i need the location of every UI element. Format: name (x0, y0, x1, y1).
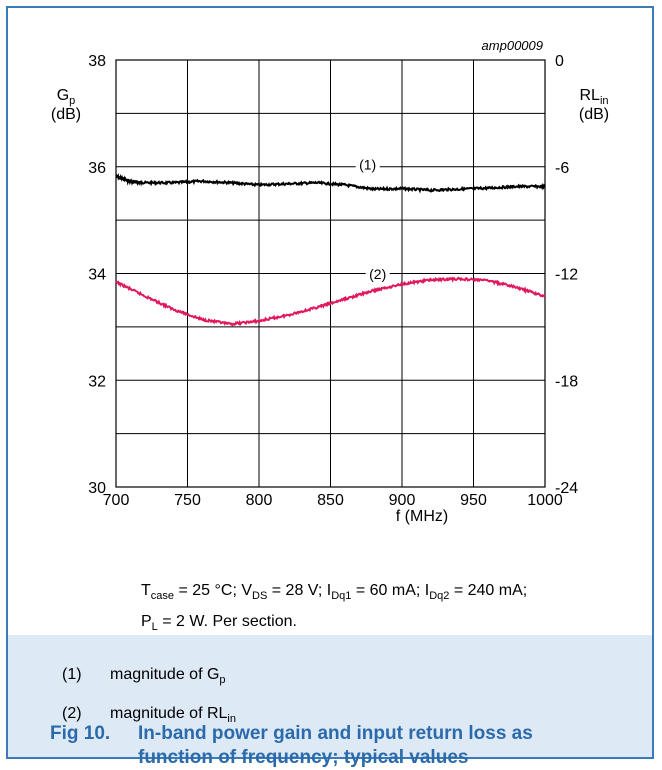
conditions-line-2: PL = 2 W. Per section. (141, 613, 297, 634)
y-left-tick-label: 36 (88, 160, 106, 177)
note-2: (2) magnitude of RLin (62, 697, 236, 736)
y-left-tick-label: 30 (88, 480, 106, 497)
series-line-1 (115, 172, 546, 194)
y-left-tick-label: 34 (88, 267, 106, 284)
y-left-tick-label: 32 (88, 373, 106, 390)
x-tick-label: 700 (103, 492, 130, 509)
y-right-tick-label: -18 (555, 373, 578, 390)
y-right-tick-label: 0 (555, 53, 564, 70)
series-label-background (365, 265, 390, 283)
x-tick-label: 750 (174, 492, 201, 509)
figure-id-label: amp00009 (482, 38, 543, 53)
x-axis-label: f (MHz) (396, 508, 448, 525)
y-left-unit: (dB) (51, 106, 81, 123)
series-label-1: (1) (359, 156, 376, 172)
x-tick-label: 1000 (527, 492, 563, 509)
note-text: magnitude of Gp (110, 666, 226, 687)
y-right-label: RLin (579, 87, 608, 107)
series-label-background (355, 156, 380, 174)
plot-border (115, 59, 546, 488)
note-number: (1) (62, 666, 82, 683)
x-tick-label: 800 (246, 492, 273, 509)
conditions-line-1: Tcase = 25 °C; VDS = 28 V; IDq1 = 60 mA;… (141, 582, 528, 603)
note-text: magnitude of RLin (110, 705, 236, 726)
test-conditions: Tcase = 25 °C; VDS = 28 V; IDq1 = 60 mA;… (141, 578, 651, 640)
figure-caption: Fig 10. In-band power gain and input retu… (50, 722, 650, 770)
x-tick-label: 950 (460, 492, 487, 509)
caption-line-2: function of frequency; typical values (138, 747, 469, 768)
y-left-tick-label: 38 (88, 53, 106, 70)
y-left-label: Gp (57, 87, 76, 107)
note-number: (2) (62, 705, 82, 723)
chart: (1) (2) 30 32 34 36 38 -24 -18 -12 -6 0 700 750 800 850… (51, 38, 609, 525)
series-label-2: (2) (369, 266, 386, 282)
y-right-tick-label: -12 (555, 267, 578, 284)
caption-background (6, 635, 654, 759)
series-notes: (1) magnitude of Gp (2) magnitude of RLi… (62, 658, 236, 736)
note-1: (1) magnitude of Gp (62, 658, 236, 697)
y-right-tick-label: -6 (555, 160, 569, 177)
x-tick-label: 850 (317, 492, 344, 509)
figure-number: Fig 10. (50, 723, 111, 744)
y-right-tick-label: -24 (555, 480, 578, 497)
caption-line-1: In-band power gain and input return loss… (138, 723, 533, 744)
series-line-2 (115, 276, 546, 327)
y-right-unit: (dB) (579, 106, 609, 123)
x-tick-label: 900 (389, 492, 416, 509)
